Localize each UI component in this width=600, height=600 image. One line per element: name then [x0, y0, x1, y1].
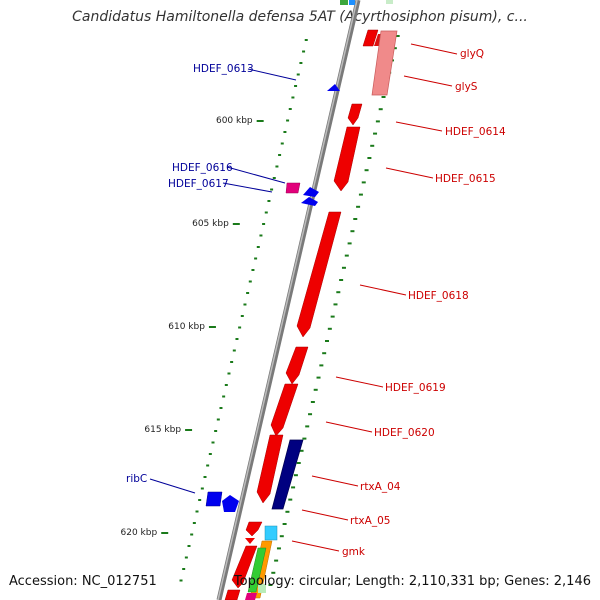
label-glyS[interactable]: glyS — [455, 81, 478, 93]
partial-feature-light — [386, 0, 393, 4]
label-glyQ[interactable]: glyQ — [460, 48, 484, 60]
label-HDEF_0616[interactable]: HDEF_0616 — [172, 162, 233, 174]
feature-cyan[interactable] — [264, 525, 278, 541]
label-HDEF_0617[interactable]: HDEF_0617 — [168, 178, 229, 190]
label-HDEF_0613[interactable]: HDEF_0613 — [193, 63, 254, 75]
gene-label-group: glyQ glyS HDEF_0613 HDEF_0614 HDEF_0615 … — [126, 48, 506, 558]
gene-HDEF_0618[interactable] — [296, 211, 342, 338]
label-HDEF_0615[interactable]: HDEF_0615 — [435, 173, 496, 185]
gene-glyS[interactable] — [371, 30, 398, 96]
partial-feature-green — [340, 0, 348, 5]
gene-rtxA_04[interactable] — [271, 439, 304, 510]
gene-HDEF_0614[interactable] — [347, 103, 363, 126]
label-HDEF_0619[interactable]: HDEF_0619 — [385, 382, 446, 394]
leader-HDEF_0620 — [325, 421, 373, 433]
kbp-tick-label: 615 kbp — [144, 425, 181, 435]
leader-gmk — [291, 540, 340, 552]
leader-HDEF_0616 — [226, 166, 286, 184]
label-rtxA_05[interactable]: rtxA_05 — [350, 515, 390, 527]
label-ribC[interactable]: ribC — [126, 473, 147, 485]
gene-feature-group[interactable] — [205, 29, 398, 600]
label-rtxA_04[interactable]: rtxA_04 — [360, 481, 401, 493]
left-dot-track — [179, 39, 308, 582]
kbp-tick-label: 605 kbp — [192, 219, 229, 229]
leader-HDEF_0615 — [385, 167, 434, 179]
topology-summary: Topology: circular; Length: 2,110,331 bp… — [233, 574, 591, 589]
feature-magenta[interactable] — [245, 593, 257, 600]
genome-backbone — [216, 0, 361, 600]
label-gmk[interactable]: gmk — [342, 546, 366, 558]
gene-gmk[interactable] — [245, 521, 263, 537]
leader-ribC — [149, 478, 196, 494]
gene-HDEF_0617[interactable] — [303, 187, 319, 197]
leader-HDEF_0619 — [335, 376, 384, 388]
gene-lower-1[interactable] — [231, 545, 258, 589]
gene-HDEF_0616[interactable] — [285, 182, 301, 194]
kbp-tick-group: 600 kbp 605 kbp 610 kbp 615 kbp 620 kbp — [121, 116, 264, 538]
gene-HDEF_0613[interactable] — [327, 84, 340, 91]
gene-rtxA_05[interactable] — [256, 434, 284, 504]
gene-ribC-b[interactable] — [222, 495, 239, 512]
gene-HDEF_0615[interactable] — [333, 126, 361, 192]
kbp-tick-label: 610 kbp — [168, 322, 205, 332]
top-partial-features — [340, 0, 393, 5]
leader-HDEF_0613 — [247, 68, 297, 81]
gene-HDEF_0619[interactable] — [285, 346, 309, 385]
genome-backbone-highlight — [217, 0, 358, 600]
leader-HDEF_0614 — [395, 121, 443, 132]
feature-green[interactable] — [247, 547, 267, 593]
leader-HDEF_0617 — [222, 182, 273, 193]
kbp-tick-label: 600 kbp — [216, 116, 253, 126]
gene-gmk-marker[interactable] — [245, 538, 255, 544]
leader-glyS — [403, 75, 453, 87]
label-HDEF_0614[interactable]: HDEF_0614 — [445, 126, 506, 138]
map-title: Candidatus Hamiltonella defensa 5AT (Acy… — [72, 9, 528, 25]
leader-rtxA_04 — [311, 475, 359, 487]
gene-ribC[interactable] — [205, 491, 223, 507]
gene-HDEF_0617-b[interactable] — [301, 197, 318, 206]
label-leader-group — [149, 43, 458, 552]
gene-glyQ[interactable] — [362, 29, 379, 47]
partial-feature-blue — [349, 0, 355, 5]
gene-HDEF_0620[interactable] — [270, 383, 299, 437]
leader-glyQ — [410, 43, 458, 55]
label-HDEF_0618[interactable]: HDEF_0618 — [408, 290, 469, 302]
kbp-tick-label: 620 kbp — [121, 528, 158, 538]
feature-lightgreen[interactable] — [258, 584, 266, 593]
leader-rtxA_05 — [301, 509, 349, 521]
leader-HDEF_0618 — [359, 284, 407, 296]
gene-lower-2[interactable] — [224, 589, 241, 600]
right-dot-track — [268, 35, 400, 586]
label-HDEF_0620[interactable]: HDEF_0620 — [374, 427, 435, 439]
accession-text: Accession: NC_012751 — [9, 574, 157, 589]
